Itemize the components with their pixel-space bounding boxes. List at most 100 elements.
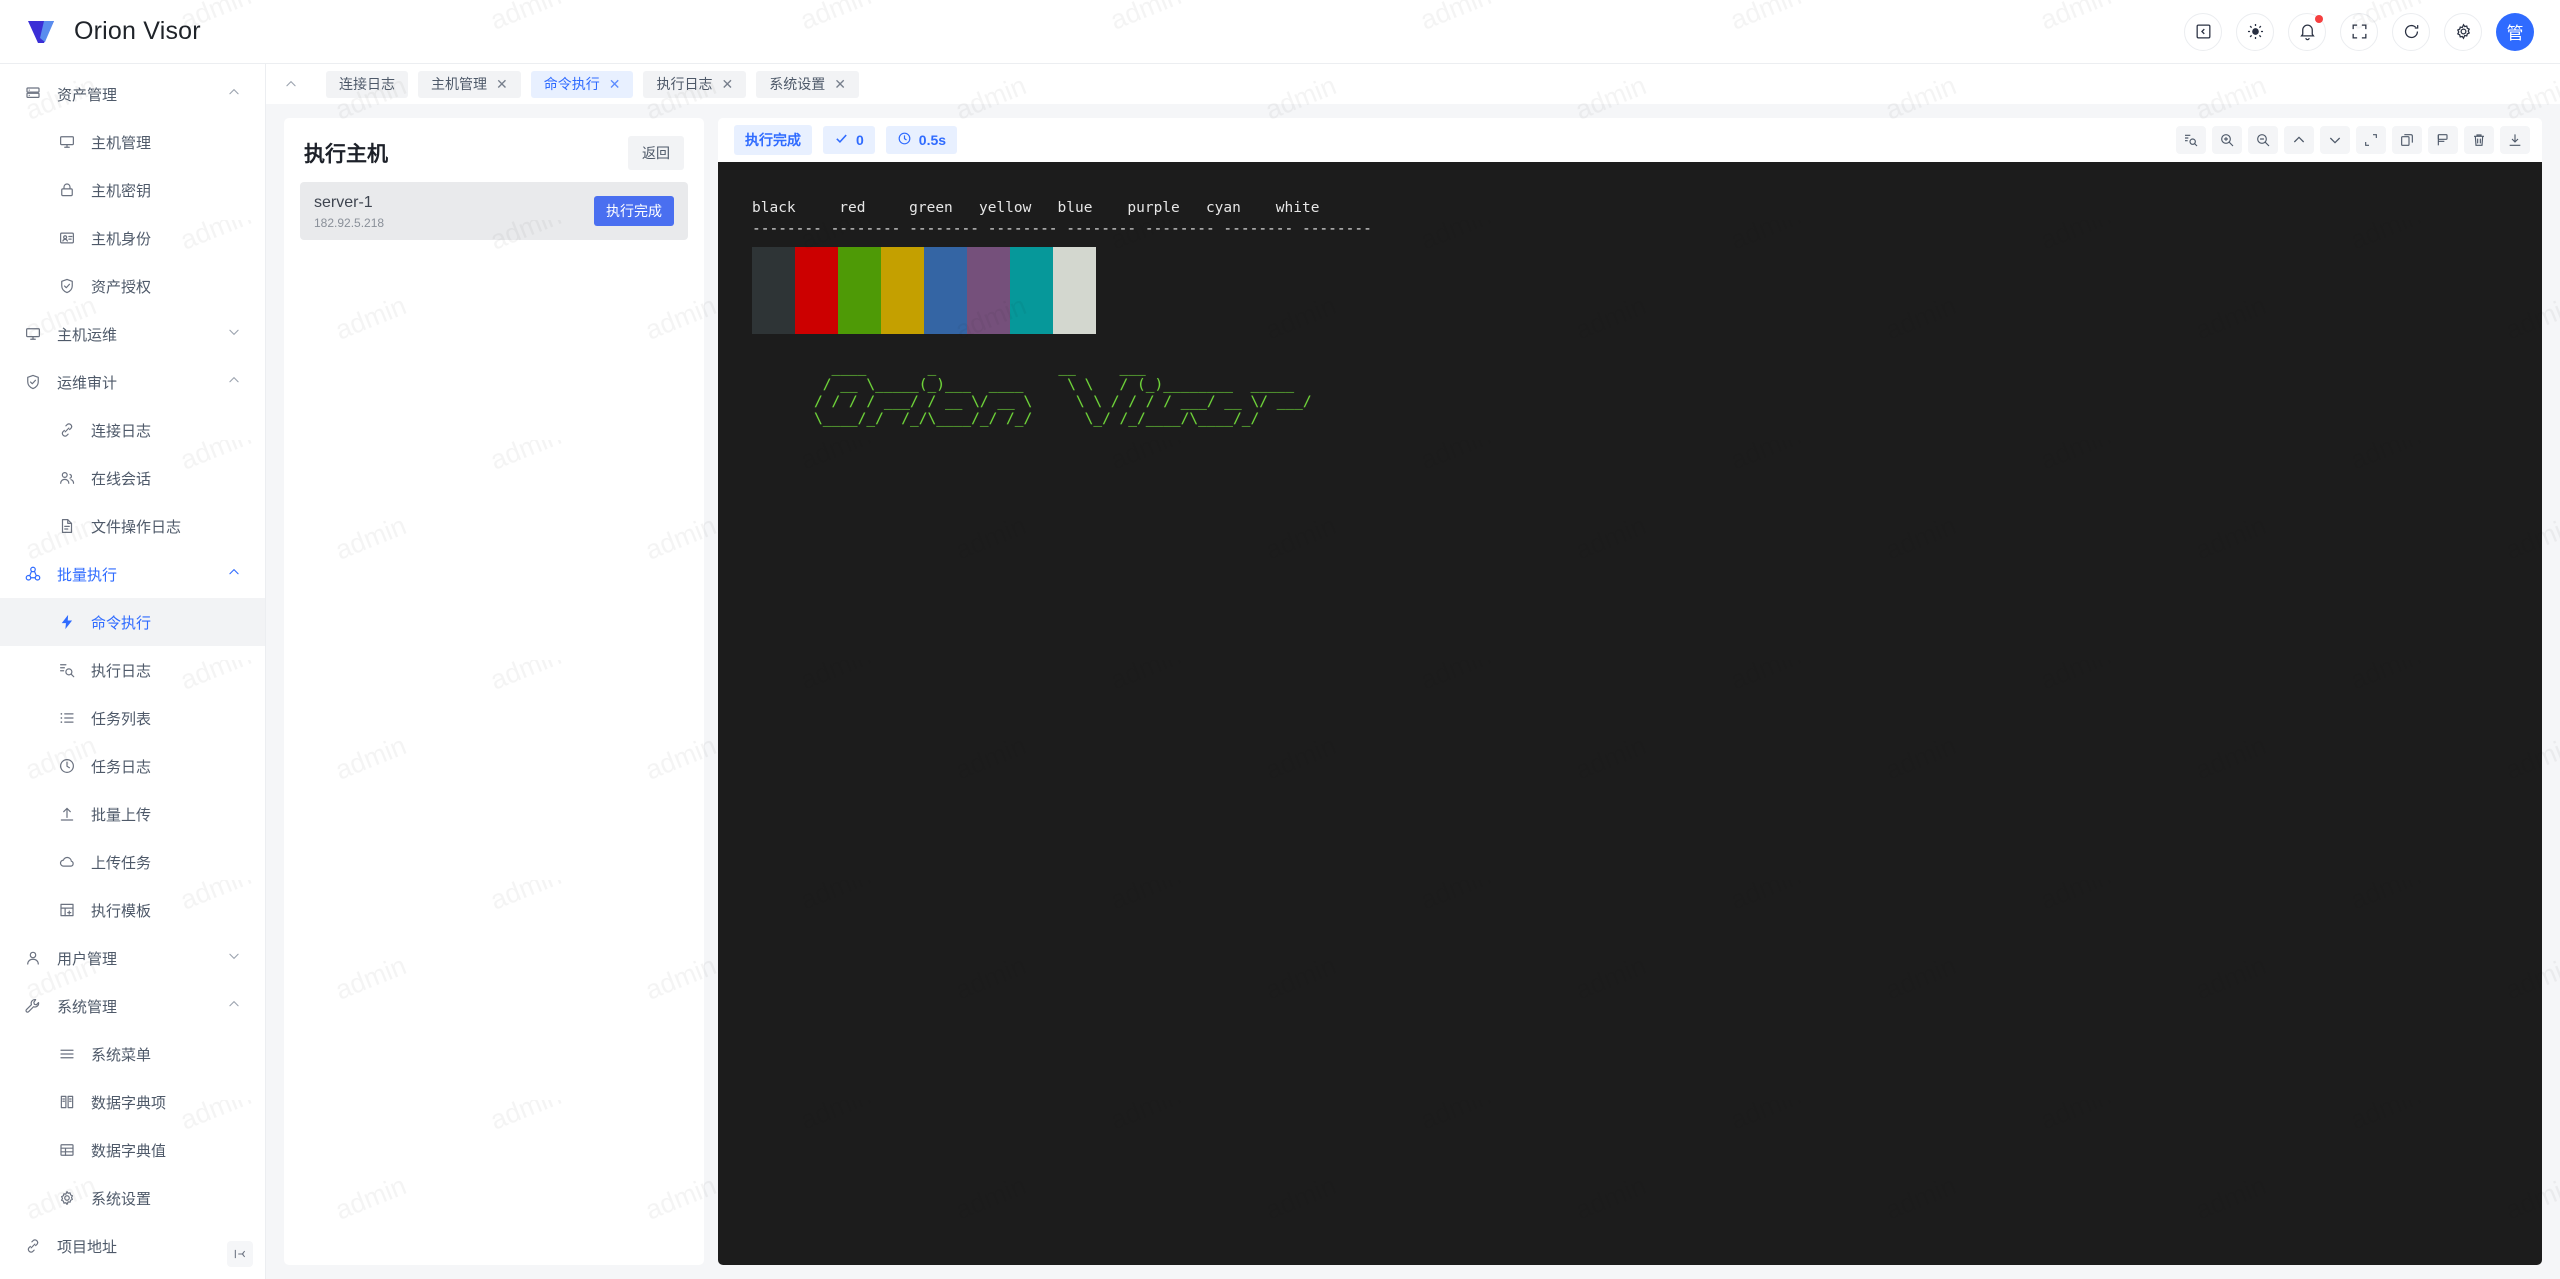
sidebar-item-label: 运维审计 bbox=[57, 374, 118, 392]
chevron-up-icon[interactable] bbox=[227, 85, 241, 103]
sidebar-item-batch-exec[interactable]: 批量执行 bbox=[0, 550, 265, 598]
tab-4[interactable]: 系统设置 ✕ bbox=[756, 70, 859, 98]
color-swatch-purple bbox=[967, 247, 1010, 335]
sidebar-item-command-exec[interactable]: 命令执行 bbox=[0, 598, 265, 646]
sidebar-menu: 资产管理 主机管理主机密钥主机身份资产授权主机运维运维审计连接日志 在线会话 文件操作… bbox=[0, 64, 265, 1276]
delete-icon[interactable] bbox=[2464, 126, 2494, 154]
sidebar-item-task-log[interactable]: 任务日志 bbox=[0, 742, 265, 790]
sidebar-item-label: 资产授权 bbox=[91, 278, 152, 296]
shield-check-icon bbox=[22, 373, 44, 391]
cluster-icon bbox=[22, 565, 44, 583]
sidebar-item-system-settings[interactable]: 系统设置 bbox=[0, 1174, 265, 1222]
sidebar-item-asset-management[interactable]: 资产管理 bbox=[0, 70, 265, 118]
tabbar-collapse-icon[interactable] bbox=[284, 77, 298, 91]
avatar[interactable]: 管 bbox=[2496, 12, 2534, 51]
fullscreen-icon[interactable] bbox=[2356, 126, 2386, 154]
sidebar-item-label: 命令执行 bbox=[91, 614, 152, 632]
refresh-icon[interactable] bbox=[2392, 12, 2430, 51]
terminal-tool-buttons bbox=[2176, 126, 2530, 154]
exit-code-badge: 0 bbox=[823, 126, 875, 154]
sidebar-item-upload-task[interactable]: 上传任务 bbox=[0, 838, 265, 886]
exit-code-value: 0 bbox=[856, 132, 864, 148]
orion-visor-logo-icon bbox=[24, 15, 58, 49]
sidebar-item-exec-template[interactable]: 执行模板 bbox=[0, 886, 265, 934]
notification-bell-icon[interactable] bbox=[2288, 12, 2326, 51]
sidebar: 资产管理 主机管理主机密钥主机身份资产授权主机运维运维审计连接日志 在线会话 文件操作… bbox=[0, 64, 266, 1279]
tab-1[interactable]: 主机管理 ✕ bbox=[418, 70, 521, 98]
close-icon[interactable]: ✕ bbox=[496, 76, 508, 92]
sidebar-item-batch-upload[interactable]: 批量上传 bbox=[0, 790, 265, 838]
link-icon bbox=[22, 1237, 44, 1255]
book-icon bbox=[56, 1093, 78, 1111]
id-card-icon bbox=[56, 229, 78, 247]
terminal-output[interactable]: black red green yellow blue purple cyan … bbox=[718, 162, 2542, 1265]
close-icon[interactable]: ✕ bbox=[608, 76, 621, 92]
sidebar-item-system-management[interactable]: 系统管理 bbox=[0, 982, 265, 1030]
log-search-icon bbox=[56, 661, 78, 679]
color-swatch-black bbox=[752, 247, 795, 335]
sidebar-item-file-op-log[interactable]: 文件操作日志 bbox=[0, 502, 265, 550]
sidebar-item-ops-audit[interactable]: 运维审计 bbox=[0, 358, 265, 406]
theme-sun-icon[interactable] bbox=[2236, 12, 2274, 51]
zoom-in-icon[interactable] bbox=[2212, 126, 2242, 154]
sidebar-item-dict-value[interactable]: 数据字典值 bbox=[0, 1126, 265, 1174]
sidebar-item-label: 数据字典值 bbox=[91, 1142, 167, 1160]
sidebar-item-asset-grant[interactable]: 资产授权 bbox=[0, 262, 265, 310]
server-icon bbox=[22, 85, 44, 103]
back-button[interactable]: 返回 bbox=[628, 136, 684, 170]
terminal-divider-line: -------- -------- -------- -------- ----… bbox=[752, 221, 1372, 238]
chevron-up-icon[interactable] bbox=[227, 373, 241, 391]
search-log-icon[interactable] bbox=[2176, 126, 2206, 154]
sidebar-item-online-session[interactable]: 在线会话 bbox=[0, 454, 265, 502]
clock-icon bbox=[56, 757, 78, 775]
users-icon bbox=[56, 469, 78, 487]
notification-badge bbox=[2315, 14, 2323, 23]
gear-icon bbox=[56, 1189, 78, 1207]
select-all-icon[interactable] bbox=[2428, 126, 2458, 154]
scroll-down-icon[interactable] bbox=[2320, 126, 2350, 154]
chevron-up-icon[interactable] bbox=[227, 997, 241, 1015]
sidebar-item-host-ops[interactable]: 主机运维 bbox=[0, 310, 265, 358]
sidebar-item-host-management[interactable]: 主机管理 bbox=[0, 118, 265, 166]
host-list-item[interactable]: server-1 182.92.5.218 执行完成 bbox=[300, 182, 688, 241]
status-badge: 执行完成 bbox=[734, 125, 812, 155]
chevron-down-icon[interactable] bbox=[227, 325, 241, 343]
color-swatch-green bbox=[838, 247, 881, 335]
tab-0[interactable]: 连接日志 bbox=[326, 70, 408, 98]
duration-badge: 0.5s bbox=[885, 126, 958, 154]
chevron-up-icon[interactable] bbox=[227, 565, 241, 583]
sidebar-item-label: 主机密钥 bbox=[91, 182, 152, 200]
collapse-sidebar-icon[interactable] bbox=[227, 1241, 253, 1267]
fullscreen-icon[interactable] bbox=[2340, 12, 2378, 51]
sidebar-item-task-list[interactable]: 任务列表 bbox=[0, 694, 265, 742]
sidebar-item-system-menu[interactable]: 系统菜单 bbox=[0, 1030, 265, 1078]
copy-icon[interactable] bbox=[2392, 126, 2422, 154]
chevron-down-icon[interactable] bbox=[227, 949, 241, 967]
settings-gear-icon[interactable] bbox=[2444, 12, 2482, 51]
sidebar-item-label: 系统管理 bbox=[57, 998, 118, 1016]
download-icon[interactable] bbox=[2500, 126, 2530, 154]
app-header: Orion Visor 管 bbox=[0, 0, 2560, 64]
status-badge-label: 执行完成 bbox=[745, 132, 801, 148]
wrench-icon bbox=[22, 997, 44, 1015]
code-icon[interactable] bbox=[2184, 12, 2222, 51]
sidebar-item-connect-log[interactable]: 连接日志 bbox=[0, 406, 265, 454]
sidebar-item-user-management[interactable]: 用户管理 bbox=[0, 934, 265, 982]
sidebar-item-dict-key[interactable]: 数据字典项 bbox=[0, 1078, 265, 1126]
sidebar-item-project-url[interactable]: 项目地址 bbox=[0, 1222, 265, 1270]
tab-3[interactable]: 执行日志 ✕ bbox=[643, 70, 747, 98]
check-icon bbox=[834, 131, 849, 149]
scroll-up-icon[interactable] bbox=[2284, 126, 2314, 154]
zoom-out-icon[interactable] bbox=[2248, 126, 2278, 154]
color-swatch-white bbox=[1053, 247, 1096, 335]
close-icon[interactable]: ✕ bbox=[721, 76, 734, 92]
sidebar-item-label: 批量上传 bbox=[91, 806, 152, 824]
sidebar-item-host-identity[interactable]: 主机身份 bbox=[0, 214, 265, 262]
ascii-art-logo: ____ _ __ ___ / __ \_____(_)___ ____ \ \… bbox=[814, 360, 1312, 428]
tab-2[interactable]: 命令执行 ✕ bbox=[530, 70, 634, 98]
close-icon[interactable]: ✕ bbox=[834, 76, 846, 92]
header-actions: 管 bbox=[2184, 12, 2560, 51]
sidebar-item-host-key[interactable]: 主机密钥 bbox=[0, 166, 265, 214]
sidebar-item-exec-log[interactable]: 执行日志 bbox=[0, 646, 265, 694]
host-name: server-1 bbox=[314, 194, 373, 211]
